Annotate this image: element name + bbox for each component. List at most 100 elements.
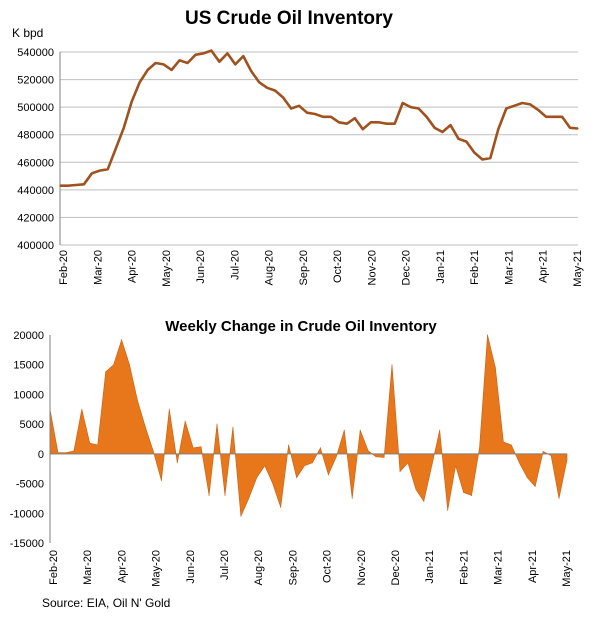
weekly-change-point — [240, 515, 242, 517]
inventory-y-tick-label: 540000 — [17, 47, 54, 59]
weekly-change-point — [296, 477, 298, 479]
inventory-point — [481, 158, 483, 161]
weekly-change-x-tick-label: Nov-20 — [356, 550, 368, 585]
weekly-change-x-tick-label: Mar-20 — [82, 550, 94, 585]
inventory-y-tick-label: 440000 — [17, 185, 54, 197]
weekly-change-point — [407, 462, 409, 464]
weekly-change-point — [216, 423, 218, 425]
inventory-x-tick-label: Aug-20 — [264, 250, 276, 285]
inventory-y-tick-label: 480000 — [17, 130, 54, 142]
inventory-x-tick-label: Jun-20 — [195, 250, 207, 284]
weekly-change-x-tick-label: Jun-20 — [185, 550, 197, 584]
inventory-point — [298, 105, 300, 107]
weekly-change-point — [479, 447, 481, 449]
weekly-change-x-tick-label: Jan-21 — [424, 550, 436, 584]
inventory-y-ticks: 400000 420000 440000 460000 480000 500000 5200… — [17, 47, 54, 252]
weekly-change-point — [526, 477, 528, 479]
inventory-x-tick-label: Mar-21 — [503, 250, 515, 285]
inventory-point — [210, 50, 213, 52]
weekly-change-point — [510, 444, 512, 446]
inventory-point — [123, 127, 125, 129]
weekly-change-point — [176, 462, 178, 464]
weekly-change-x-tick-label: Dec-20 — [390, 550, 402, 585]
weekly-change-point — [288, 444, 290, 446]
inventory-point — [330, 116, 332, 118]
weekly-change-point — [431, 465, 433, 467]
weekly-change-point — [184, 420, 186, 422]
weekly-change-point — [264, 465, 266, 467]
inventory-point — [194, 54, 197, 56]
inventory-x-tick-label: Feb-21 — [469, 250, 481, 285]
weekly-change-x-tick-label: Feb-21 — [458, 550, 470, 585]
weekly-change-point — [73, 450, 75, 452]
inventory-point — [569, 127, 571, 129]
inventory-point — [354, 117, 356, 119]
inventory-point — [250, 70, 252, 72]
weekly-change-point — [89, 442, 91, 444]
weekly-change-x-tick-label: Aug-20 — [253, 550, 265, 585]
inventory-point — [218, 61, 220, 63]
inventory-point — [274, 90, 276, 92]
inventory-point — [115, 147, 117, 150]
weekly-change-x-tick-label: Apr-21 — [527, 550, 539, 583]
weekly-change-point — [144, 426, 146, 428]
weekly-change-point — [81, 408, 83, 410]
inventory-x-tick-label: Jan-21 — [435, 250, 447, 284]
inventory-y-unit: K bpd — [12, 26, 43, 40]
inventory-point — [314, 113, 316, 115]
inventory-x-tick-label: Oct-20 — [332, 250, 344, 283]
weekly-change-point — [455, 465, 457, 467]
inventory-point — [529, 103, 531, 105]
inventory-point — [441, 131, 444, 133]
inventory-point — [163, 63, 165, 66]
weekly-change-point — [97, 444, 99, 446]
weekly-change-point — [327, 474, 329, 476]
inventory-point — [465, 141, 468, 143]
inventory-x-tick-label: Feb-20 — [58, 250, 70, 285]
inventory-point — [306, 112, 308, 114]
inventory-point — [282, 96, 284, 99]
inventory-y-tick-label: 460000 — [17, 157, 54, 169]
weekly-change-point — [304, 465, 306, 467]
weekly-change-point — [121, 339, 123, 341]
inventory-point — [433, 127, 436, 129]
weekly-change-point — [534, 486, 536, 488]
weekly-change-y-tick-label: 20000 — [13, 330, 44, 342]
inventory-line — [60, 49, 579, 187]
weekly-change-y-tick-label: 5000 — [20, 419, 44, 431]
weekly-change-x-ticks: Feb-20 Mar-20 Apr-20 May-20 Jun-20 Jul-20 Aug-… — [48, 550, 573, 587]
inventory-chart-title: US Crude Oil Inventory — [185, 8, 393, 29]
weekly-change-x-tick-label: Feb-20 — [48, 550, 60, 585]
inventory-point — [107, 168, 109, 170]
inventory-point — [155, 62, 157, 64]
weekly-change-y-tick-label: -15000 — [10, 538, 44, 550]
weekly-change-point — [319, 447, 321, 449]
weekly-change-point — [439, 429, 441, 431]
inventory-x-tick-label: Jul-20 — [229, 250, 241, 280]
weekly-change-point — [232, 426, 234, 428]
weekly-change-point — [367, 450, 369, 452]
inventory-point — [186, 62, 189, 64]
inventory-point — [449, 124, 452, 126]
weekly-change-point — [248, 497, 250, 499]
inventory-point — [553, 116, 555, 118]
weekly-change-point — [343, 429, 345, 431]
weekly-change-point — [351, 497, 353, 499]
inventory-point — [139, 81, 141, 83]
weekly-change-point — [558, 497, 560, 499]
inventory-line-chart: US Crude Oil Inventory K bpd 400000 42000… — [12, 8, 584, 287]
inventory-point — [473, 152, 475, 154]
inventory-point — [545, 116, 547, 118]
inventory-point — [378, 121, 380, 123]
weekly-change-point — [105, 371, 107, 373]
inventory-point — [170, 69, 173, 71]
weekly-change-point — [65, 452, 67, 454]
weekly-change-y-ticks: -15000 -10000 -5000 0 5000 10000 15000 20000 — [10, 330, 44, 550]
weekly-change-point — [447, 509, 449, 511]
inventory-y-tick-label: 500000 — [17, 102, 54, 114]
inventory-x-tick-label: Apr-21 — [538, 250, 550, 283]
inventory-point — [59, 185, 61, 187]
weekly-change-point — [423, 500, 425, 502]
inventory-point — [131, 101, 133, 103]
weekly-change-point — [502, 441, 504, 443]
